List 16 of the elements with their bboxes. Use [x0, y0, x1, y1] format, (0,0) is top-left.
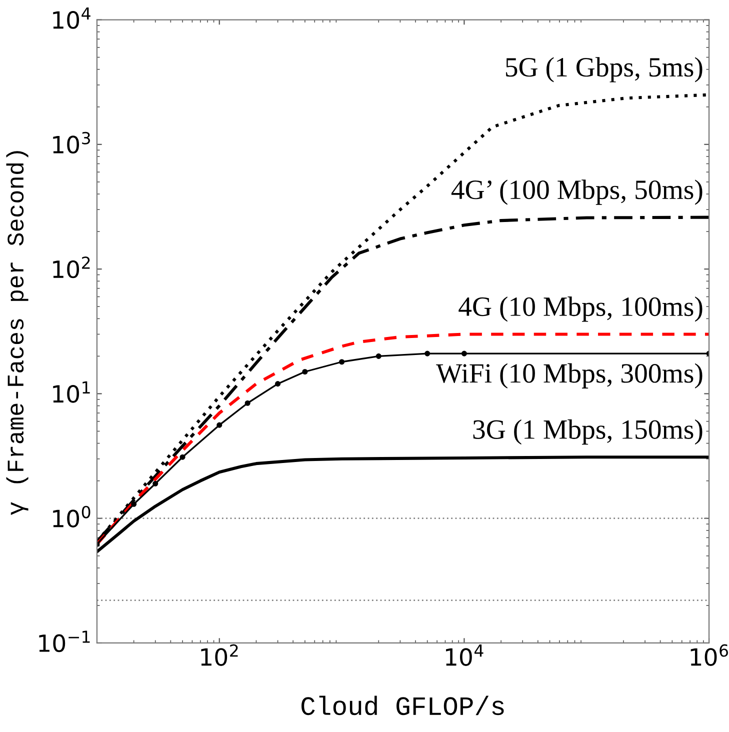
- x-axis-title: Cloud GFLOP/s: [302, 696, 504, 716]
- y-tick-label: 10$^{−1}$: [39, 630, 90, 652]
- y-axis-title: γ (Frame-Faces per Second): [6, 151, 28, 515]
- x-tick-label: 10$^{4}$: [446, 644, 484, 666]
- series-label: 4G (10 Mbps, 100ms): [458, 296, 702, 322]
- y-tick-label: 10$^{0}$: [53, 506, 90, 528]
- y-tick-label: 10$^{1}$: [53, 381, 90, 403]
- series-label: 3G (1 Mbps, 150ms): [473, 419, 702, 445]
- series-label: 5G (1 Gbps, 5ms): [506, 57, 702, 82]
- x-tick-label: 10$^{6}$: [690, 644, 728, 666]
- y-tick-label: 10$^{3}$: [53, 132, 90, 154]
- x-tick-label: 10$^{2}$: [201, 644, 238, 666]
- y-tick-label: 10$^{2}$: [53, 256, 90, 278]
- y-tick-label: 10$^{4}$: [53, 7, 90, 29]
- series-label: 4G’ (100 Mbps, 50ms): [451, 180, 702, 205]
- series-label: WiFi (10 Mbps, 300ms): [436, 363, 702, 388]
